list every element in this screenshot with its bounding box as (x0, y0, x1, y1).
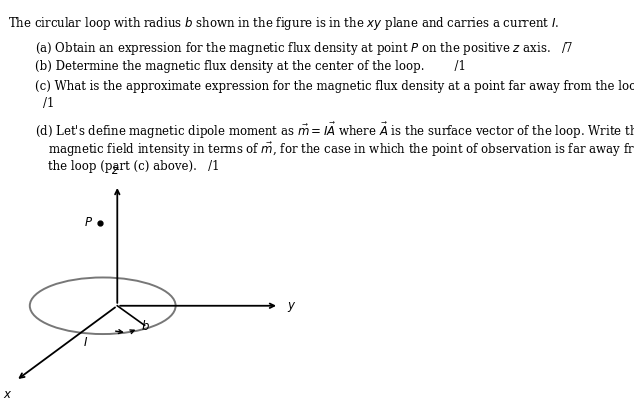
Text: the loop (part (c) above).   /1: the loop (part (c) above). /1 (48, 160, 219, 173)
Text: The circular loop with radius $b$ shown in the figure is in the $xy$ plane and c: The circular loop with radius $b$ shown … (8, 15, 559, 32)
Text: magnetic field intensity in terms of $\vec{m}$, for the case in which the point : magnetic field intensity in terms of $\v… (48, 141, 634, 159)
Text: /1: /1 (43, 97, 55, 109)
Text: $x$: $x$ (3, 388, 12, 401)
Text: $P$: $P$ (84, 216, 93, 229)
Text: $y$: $y$ (287, 300, 296, 314)
Text: $I$: $I$ (83, 336, 88, 349)
Text: (c) What is the approximate expression for the magnetic flux density at a point : (c) What is the approximate expression f… (35, 80, 634, 93)
Text: $b$: $b$ (141, 319, 150, 334)
Text: (b) Determine the magnetic flux density at the center of the loop.        /1: (b) Determine the magnetic flux density … (35, 60, 466, 73)
Text: (a) Obtain an expression for the magnetic flux density at point $P$ on the posit: (a) Obtain an expression for the magneti… (35, 40, 573, 57)
Text: (d) Let's define magnetic dipole moment as $\vec{m} = I\vec{A}$ where $\vec{A}$ : (d) Let's define magnetic dipole moment … (35, 121, 634, 141)
Text: $z$: $z$ (111, 164, 120, 177)
